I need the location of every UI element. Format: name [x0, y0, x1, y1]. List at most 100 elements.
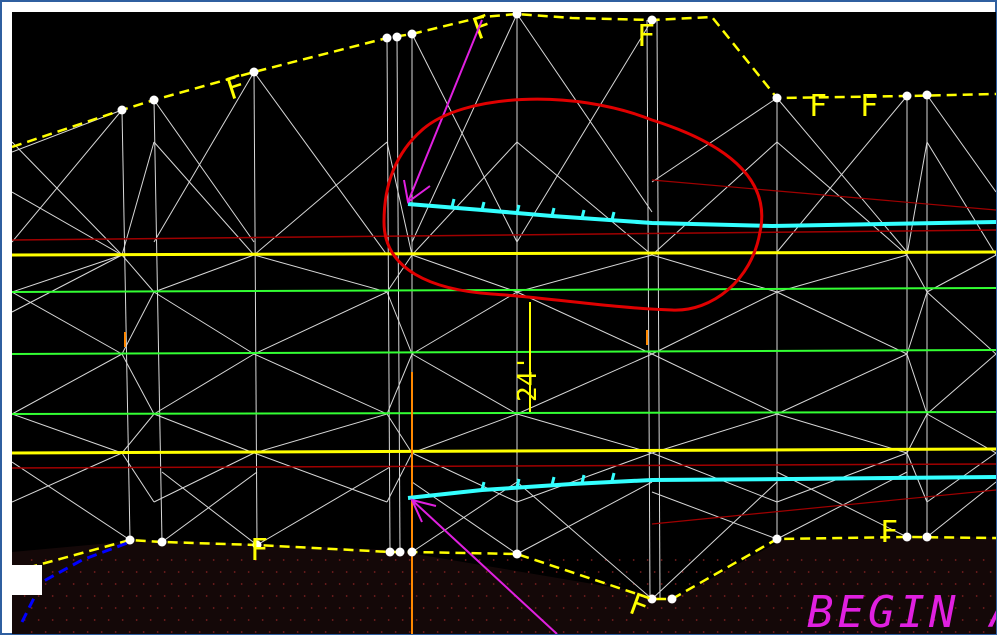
- ground-dot: [989, 619, 992, 621]
- ground-dot: [114, 607, 117, 609]
- ground-dot: [79, 619, 82, 621]
- ground-dot: [576, 607, 579, 609]
- mesh-diagonal-edge: [12, 413, 123, 454]
- mesh-diagonal-edge: [121, 413, 155, 454]
- ground-dot: [436, 583, 439, 585]
- ground-dot: [758, 559, 761, 561]
- ground-dot: [254, 607, 257, 609]
- ground-dot: [555, 571, 558, 573]
- ground-dot: [499, 619, 502, 621]
- ground-dot: [688, 583, 691, 585]
- cyan-curb-lines: [407, 198, 996, 500]
- ground-dot: [772, 559, 775, 561]
- ground-dot: [233, 595, 236, 597]
- mesh-vertex: [125, 535, 135, 545]
- ground-dot: [352, 607, 355, 609]
- mesh-diagonal-edge: [253, 413, 388, 454]
- mesh-diagonal-edge: [516, 141, 653, 256]
- ground-dot: [121, 619, 124, 621]
- ground-dot: [597, 595, 600, 597]
- mesh-vertex: [902, 532, 912, 542]
- ground-dot: [772, 583, 775, 585]
- ground-dot: [443, 619, 446, 621]
- ground-dot: [590, 607, 593, 609]
- ground-dot: [310, 631, 313, 633]
- ground-dot: [366, 583, 369, 585]
- ground-dot: [975, 619, 978, 621]
- ground-dot: [485, 595, 488, 597]
- ground-dot: [100, 631, 103, 633]
- ground-dot: [415, 619, 418, 621]
- ground-dot: [457, 619, 460, 621]
- ground-dot: [660, 559, 663, 561]
- ground-dot: [212, 583, 215, 585]
- ground-dot: [254, 631, 257, 633]
- cyan-curb-bottom: [407, 475, 996, 500]
- ground-dot: [989, 595, 992, 597]
- ground-dot: [79, 571, 82, 573]
- ground-dot: [779, 571, 782, 573]
- ground-dot: [429, 571, 432, 573]
- ground-dot: [674, 631, 677, 633]
- mesh-diagonal-edge: [776, 353, 908, 415]
- ground-dot: [205, 619, 208, 621]
- mesh-vertical-edge: [153, 99, 163, 543]
- ground-dot: [177, 595, 180, 597]
- mesh-vertex: [512, 12, 522, 19]
- ground-dot: [226, 583, 229, 585]
- ground-dot: [723, 595, 726, 597]
- ground-dot: [702, 631, 705, 633]
- mesh-diagonal-edge: [386, 452, 413, 503]
- ground-dot: [688, 607, 691, 609]
- ground-dot: [681, 595, 684, 597]
- ground-dot: [135, 571, 138, 573]
- ground-dot: [947, 595, 950, 597]
- ground-dot: [604, 607, 607, 609]
- ground-dot: [590, 631, 593, 633]
- ground-dot: [877, 595, 880, 597]
- ground-dot: [359, 619, 362, 621]
- cyan-curb-top: [407, 202, 996, 229]
- ground-dot: [170, 583, 173, 585]
- mesh-fan-edge: [153, 99, 255, 243]
- mesh-diagonal-edge: [776, 141, 908, 256]
- mesh-vertex: [772, 93, 782, 103]
- ground-dot: [520, 631, 523, 633]
- ground-dot: [821, 619, 824, 621]
- ground-dot: [478, 583, 481, 585]
- ground-dot: [786, 559, 789, 561]
- ground-dot: [814, 583, 817, 585]
- ground-dot: [457, 571, 460, 573]
- ground-dot: [44, 559, 47, 561]
- ground-dot: [289, 595, 292, 597]
- ground-dot: [464, 631, 467, 633]
- ground-dot: [940, 631, 943, 633]
- ground-dot: [142, 559, 145, 561]
- mesh-diagonal-edge: [153, 353, 255, 415]
- mesh-diagonal-edge: [906, 291, 928, 355]
- ground-dot: [842, 607, 845, 609]
- ground-dot: [709, 619, 712, 621]
- ground-dot: [205, 595, 208, 597]
- mesh-vertical-edge: [121, 109, 131, 541]
- ground-dot: [905, 571, 908, 573]
- ground-dot: [618, 583, 621, 585]
- ground-dot: [345, 595, 348, 597]
- ground-dot: [716, 607, 719, 609]
- ground-dot: [478, 559, 481, 561]
- ground-dot: [912, 631, 915, 633]
- green-lane-line-2: [12, 349, 996, 355]
- mesh-diagonal-edge: [516, 254, 653, 293]
- ground-dot: [919, 571, 922, 573]
- ground-dot: [898, 559, 901, 561]
- ground-dot: [583, 595, 586, 597]
- ground-dot: [716, 631, 719, 633]
- ground-dot: [744, 607, 747, 609]
- mesh-vertex: [395, 547, 405, 557]
- ground-dot: [156, 559, 159, 561]
- ground-dot: [65, 571, 68, 573]
- ground-dot: [513, 571, 516, 573]
- mesh-fan-edge: [153, 71, 255, 243]
- ground-dot: [366, 631, 369, 633]
